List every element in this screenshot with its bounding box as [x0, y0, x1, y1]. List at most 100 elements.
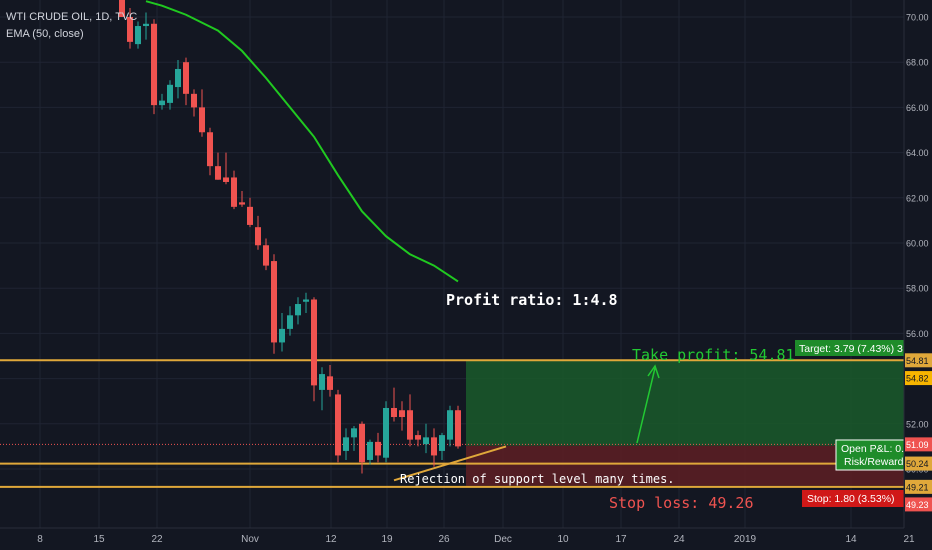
candle-up — [287, 306, 293, 336]
candle-body — [391, 407, 397, 418]
candle-up — [167, 80, 173, 110]
candle-down — [247, 197, 253, 228]
price-tag-text: 54.82 — [906, 374, 929, 384]
ema-50-line — [145, 0, 459, 283]
price-tag-text: 49.21 — [906, 482, 929, 492]
candle-down — [415, 430, 421, 447]
candle-down — [207, 127, 213, 176]
candle-body — [239, 202, 245, 205]
candle-down — [327, 365, 333, 397]
stop-loss-label: Stop loss: 49.26 — [609, 494, 754, 512]
candle-up — [143, 12, 149, 40]
time-tick-label: 12 — [325, 534, 337, 545]
pnl-line-2: Risk/Reward — [844, 456, 904, 468]
candle-up — [343, 428, 349, 460]
candle-body — [199, 107, 205, 133]
candle-down — [271, 254, 277, 354]
candle-body — [351, 428, 357, 438]
candle-body — [215, 166, 221, 180]
candle-body — [367, 441, 373, 460]
stop-badge: Stop: 1.80 (3.53%) — [802, 490, 904, 507]
candle-body — [271, 261, 277, 343]
arrow-head — [647, 364, 660, 379]
profit-ratio-label: Profit ratio: 1:4.8 — [446, 291, 618, 309]
pnl-badge: Open P&L: 0.Risk/Reward — [835, 439, 905, 471]
time-tick-label: 24 — [673, 534, 685, 545]
price-tick-label: 56.00 — [906, 329, 929, 339]
price-tag-text: 54.81 — [906, 356, 929, 366]
candle-body — [335, 394, 341, 456]
price-tag-bg — [905, 497, 932, 512]
time-tick-label: 22 — [151, 534, 163, 545]
candle-body — [343, 437, 349, 451]
time-tick-label: 17 — [615, 534, 627, 545]
time-tick-label: 10 — [557, 534, 569, 545]
candle-body — [455, 410, 461, 447]
candle-body — [415, 435, 421, 440]
candle-up — [135, 21, 141, 49]
candle-body — [447, 410, 453, 440]
time-tick-label: Nov — [241, 534, 259, 545]
target-badge: Target: 3.79 (7.43%) 3 — [795, 340, 904, 356]
candle-up — [303, 292, 309, 314]
price-tag-text: 49.23 — [906, 500, 929, 510]
candle-body — [127, 17, 133, 42]
candle-down — [263, 238, 269, 271]
candle-body — [439, 435, 445, 451]
candle-down — [407, 394, 413, 447]
price-tag-bg — [905, 437, 932, 452]
price-axis: 70.00 68.00 66.00 64.00 62.00 60.00 58.00 56.00… — [903, 0, 932, 550]
instrument-title[interactable]: WTI CRUDE OIL, 1D, TVC — [6, 11, 138, 23]
ema-indicator-label[interactable]: EMA (50, close) — [6, 28, 84, 40]
time-tick-label: 2019 — [734, 534, 757, 545]
candle-body — [175, 68, 181, 88]
candles-layer — [119, 0, 461, 474]
candle-body — [167, 84, 173, 103]
profit-zone — [466, 360, 904, 446]
candle-up — [383, 401, 389, 463]
price-tag-bg — [905, 479, 932, 494]
candle-body — [311, 299, 317, 386]
rejection-label: Rejection of support level many times. — [400, 472, 675, 486]
candle-up — [351, 426, 357, 451]
time-tick-label: 19 — [381, 534, 393, 545]
price-tag-bg — [905, 371, 932, 386]
price-tag: 49.21 — [905, 479, 932, 494]
price-tick-label: 66.00 — [906, 103, 929, 113]
price-tick-label: 62.00 — [906, 193, 929, 203]
stop-badge-bg — [802, 490, 904, 507]
price-tag-bg — [905, 456, 932, 471]
candle-down — [183, 57, 189, 106]
candle-down — [375, 432, 381, 463]
candle-body — [383, 407, 389, 458]
candle-down — [119, 0, 125, 18]
candle-body — [143, 23, 149, 27]
candle-body — [191, 93, 197, 108]
candle-body — [119, 0, 125, 18]
candle-up — [447, 405, 453, 447]
candle-down — [399, 401, 405, 431]
candle-down — [191, 89, 197, 117]
time-tick-label: 21 — [903, 534, 915, 545]
stop-badge-text: Stop: 1.80 (3.53%) — [807, 493, 895, 505]
candle-down — [151, 19, 157, 115]
candle-down — [127, 7, 133, 49]
candle-body — [287, 315, 293, 329]
candle-body — [407, 410, 413, 440]
price-tick-label: 52.00 — [906, 419, 929, 429]
candle-body — [207, 132, 213, 167]
chart-legend: WTI CRUDE OIL, 1D, TVC EMA (50, close) — [6, 9, 137, 43]
candle-body — [399, 410, 405, 418]
candle-up — [279, 313, 285, 352]
price-tag-text: 51.09 — [906, 440, 929, 450]
time-tick-label: 14 — [845, 534, 857, 545]
candle-up — [159, 93, 165, 110]
price-tick-label: 60.00 — [906, 239, 929, 249]
candle-down — [431, 428, 437, 467]
time-tick-label: 26 — [438, 534, 450, 545]
candle-up — [439, 432, 445, 460]
arrow-shaft — [636, 367, 656, 444]
candle-down — [311, 297, 317, 402]
pnl-badge-bg — [835, 439, 905, 471]
